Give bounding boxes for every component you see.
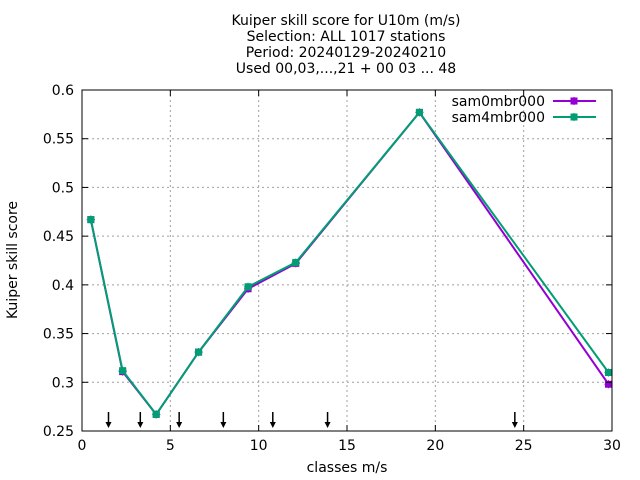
x-tick-label: 20 <box>426 438 444 454</box>
title-line-3: Period: 20240129-20240210 <box>246 45 446 61</box>
y-tick-label: 0.45 <box>43 229 74 245</box>
x-tick-label: 30 <box>603 438 621 454</box>
legend-label: sam4mbr000 <box>452 110 545 126</box>
y-axis-label: Kuiper skill score <box>5 201 21 319</box>
data-point <box>152 410 161 419</box>
class-limit-arrows <box>105 412 518 428</box>
y-tick-label: 0.5 <box>52 180 74 196</box>
title-line-4: Used 00,03,...,21 + 00 03 ... 48 <box>236 61 456 77</box>
x-axis-ticks: 0 5 10 15 20 25 30 <box>78 90 621 454</box>
x-tick-label: 15 <box>338 438 356 454</box>
data-point <box>118 366 127 375</box>
x-tick-label: 10 <box>250 438 268 454</box>
x-tick-label: 0 <box>78 438 87 454</box>
data-point <box>604 368 613 377</box>
class-limit-arrow <box>105 412 112 428</box>
data-point <box>86 215 95 224</box>
arrow-head <box>511 422 518 428</box>
data-point <box>194 348 203 357</box>
series-sam4mbr000 <box>86 108 613 419</box>
arrow-head <box>324 422 331 428</box>
arrow-head <box>220 422 227 428</box>
series-sam0mbr000 <box>86 108 613 419</box>
series-line <box>89 110 610 417</box>
class-limit-arrow <box>324 412 331 428</box>
class-limit-arrow <box>137 412 144 428</box>
y-tick-label: 0.4 <box>52 278 74 294</box>
y-tick-label: 0.6 <box>52 83 74 99</box>
data-point <box>415 108 424 117</box>
x-axis-label: classes m/s <box>307 460 388 476</box>
y-axis-ticks: 0.25 0.3 0.35 0.4 0.45 0.5 0.55 0.6 <box>43 83 612 440</box>
series <box>86 108 613 419</box>
y-tick-label: 0.55 <box>43 132 74 148</box>
title-line-2: Selection: ALL 1017 stations <box>247 29 446 45</box>
arrow-head <box>137 422 144 428</box>
y-tick-label: 0.3 <box>52 375 74 391</box>
legend-marker <box>570 113 578 121</box>
series-line <box>89 110 610 417</box>
legend-marker <box>570 97 578 105</box>
data-point <box>291 258 300 267</box>
class-limit-arrow <box>269 412 276 428</box>
grid <box>82 90 612 431</box>
class-limit-arrow <box>176 412 183 428</box>
arrow-head <box>105 422 112 428</box>
arrow-head <box>269 422 276 428</box>
legend-entry: sam4mbr000 <box>452 110 596 126</box>
data-point <box>244 282 253 291</box>
class-limit-arrow <box>220 412 227 428</box>
data-point <box>604 380 613 389</box>
x-tick-label: 5 <box>166 438 175 454</box>
legend-entry: sam0mbr000 <box>452 94 596 110</box>
x-tick-label: 25 <box>515 438 533 454</box>
legend-label: sam0mbr000 <box>452 94 545 110</box>
y-tick-label: 0.35 <box>43 327 74 343</box>
y-tick-label: 0.25 <box>43 424 74 440</box>
class-limit-arrow <box>511 412 518 428</box>
chart-title: Kuiper skill score for U10m (m/s) Select… <box>232 13 461 77</box>
arrow-head <box>176 422 183 428</box>
title-line-1: Kuiper skill score for U10m (m/s) <box>232 13 461 29</box>
